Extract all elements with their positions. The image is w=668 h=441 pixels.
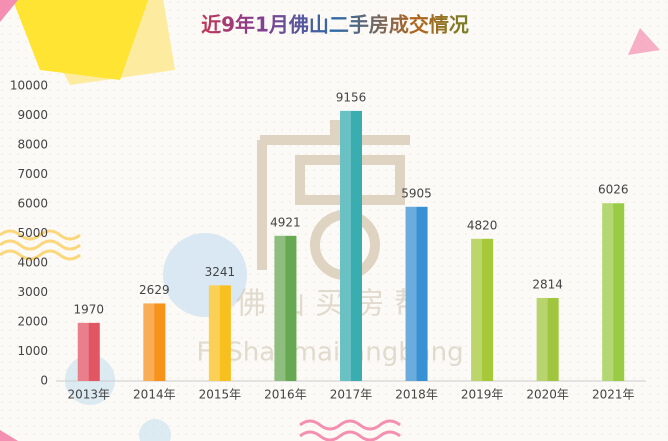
bar xyxy=(77,322,100,381)
x-tick-label: 2016年 xyxy=(264,388,307,402)
value-label: 3241 xyxy=(205,265,236,279)
y-tick-label: 4000 xyxy=(17,256,48,270)
x-tick-label: 2020年 xyxy=(526,388,569,402)
x-tick-label: 2015年 xyxy=(199,388,242,402)
value-label: 5905 xyxy=(401,186,432,200)
bar xyxy=(602,203,625,381)
bar-highlight xyxy=(274,235,286,381)
y-tick-label: 1000 xyxy=(17,344,48,358)
value-label: 9156 xyxy=(336,90,367,104)
x-tick-label: 2018年 xyxy=(395,388,438,402)
bar-highlight xyxy=(471,238,483,381)
y-tick-label: 7000 xyxy=(17,167,48,181)
bar-highlight xyxy=(340,110,351,381)
chart-title: 近9年1月佛山二手房成交情况 xyxy=(201,13,469,37)
x-tick-label: 2013年 xyxy=(68,388,111,402)
y-tick-label: 3000 xyxy=(17,285,48,299)
y-tick-label: 6000 xyxy=(17,197,48,211)
x-tick-label: 2021年 xyxy=(592,388,635,402)
value-label: 2629 xyxy=(139,283,170,297)
bar-highlight xyxy=(536,297,548,381)
watermark-chinese: 佛 山 买 房 帮 xyxy=(236,287,424,322)
bar xyxy=(340,110,362,381)
x-tick-label: 2014年 xyxy=(133,388,176,402)
y-tick-label: 0 xyxy=(40,374,48,388)
bar-highlight xyxy=(143,303,155,381)
x-tick-label: 2017年 xyxy=(330,388,373,402)
bar xyxy=(405,206,428,381)
bar-highlight xyxy=(208,285,220,381)
y-tick-label: 10000 xyxy=(10,79,48,93)
y-tick-label: 2000 xyxy=(17,315,48,329)
bar-highlight xyxy=(77,322,89,381)
value-label: 4921 xyxy=(270,215,301,229)
y-tick-label: 5000 xyxy=(17,226,48,240)
y-tick-label: 8000 xyxy=(17,138,48,152)
bar xyxy=(274,235,297,381)
value-label: 4820 xyxy=(467,218,498,232)
x-tick-label: 2019年 xyxy=(461,388,504,402)
bar xyxy=(143,303,166,381)
bar xyxy=(471,238,494,381)
value-label: 6026 xyxy=(598,183,629,197)
y-tick-label: 9000 xyxy=(17,108,48,122)
bar-highlight xyxy=(405,206,417,381)
bar xyxy=(208,285,231,381)
value-label: 2814 xyxy=(532,277,563,291)
bar xyxy=(536,297,559,381)
bar-highlight xyxy=(602,203,614,381)
value-label: 1970 xyxy=(74,302,105,316)
